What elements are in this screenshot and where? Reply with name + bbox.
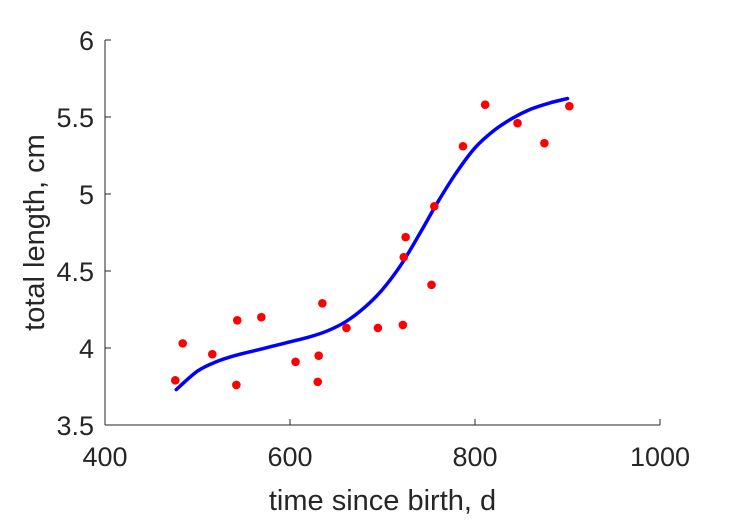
y-tick-label: 3.5 (56, 411, 94, 441)
y-tick-label: 4 (79, 334, 94, 364)
x-tick-label: 600 (267, 442, 312, 472)
y-axis-label: total length, cm (19, 134, 51, 331)
data-point (565, 101, 574, 111)
data-point (291, 357, 300, 367)
data-point (314, 351, 323, 361)
fit-curve (174, 96, 570, 392)
data-point (540, 138, 549, 148)
data-point (232, 380, 241, 390)
data-point (398, 320, 408, 330)
y-axis-ticks: 3.5 4 4.5 5 5.5 6 (56, 26, 111, 441)
x-axis-label: time since birth, d (269, 485, 496, 517)
data-point (401, 232, 410, 242)
y-tick-label: 6 (79, 26, 94, 56)
data-point (171, 376, 180, 385)
y-tick-label: 5 (79, 180, 94, 210)
x-tick-label: 1000 (630, 442, 690, 472)
data-point (318, 299, 327, 308)
x-tick-label: 800 (452, 442, 497, 472)
data-point (480, 100, 490, 109)
x-axis-ticks: 400 600 800 1000 (82, 419, 690, 472)
data-point (178, 339, 187, 348)
data-point (513, 118, 522, 128)
data-point (257, 312, 266, 322)
data-point (458, 141, 468, 151)
y-tick-label: 5.5 (56, 103, 94, 133)
y-tick-label: 4.5 (56, 257, 94, 287)
data-point (232, 315, 242, 325)
plot-area (171, 96, 574, 392)
data-point (313, 377, 323, 387)
data-point (373, 323, 383, 333)
data-point (430, 202, 439, 211)
x-tick-label: 400 (82, 442, 127, 472)
data-point (399, 252, 409, 262)
data-point (342, 323, 351, 333)
data-point (427, 280, 436, 290)
data-point (208, 349, 217, 359)
